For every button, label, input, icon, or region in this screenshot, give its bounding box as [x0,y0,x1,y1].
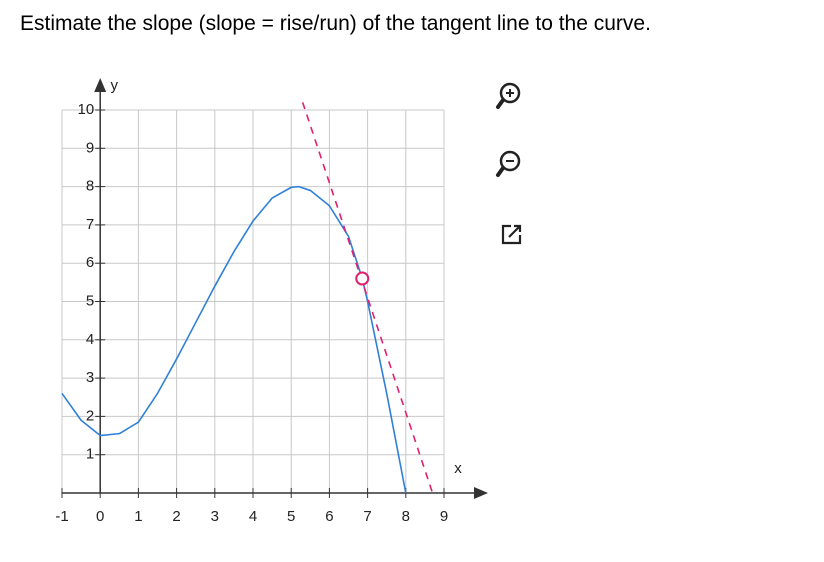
x-tick-label: 7 [363,508,371,525]
zoom-in[interactable] [494,78,530,114]
y-tick-label: 1 [86,446,94,463]
y-tick-label: 3 [86,369,94,386]
x-tick-label: 9 [440,508,448,525]
curve [61,185,407,494]
x-axis-label: x [454,460,462,477]
x-tick-label: 0 [96,508,104,525]
tangent-point [355,271,370,286]
y-tick-label: 8 [86,178,94,195]
x-tick-label: 1 [134,508,142,525]
y-tick-label: 7 [86,216,94,233]
y-tick-label: 6 [86,254,94,271]
y-axis-arrow [94,78,107,92]
x-tick-label: -1 [55,508,68,525]
zoom-out[interactable] [494,146,530,182]
open-external[interactable] [494,216,530,252]
question: Estimate the slope (slope = rise/run) of… [20,12,651,35]
x-tick-label: 2 [172,508,180,525]
curve [301,102,434,494]
y-axis-label: y [110,77,118,94]
y-tick-label: 10 [78,101,95,118]
y-tick-label: 4 [86,331,94,348]
y-tick-label: 9 [86,139,94,156]
x-tick-label: 5 [287,508,295,525]
y-tick-label: 5 [86,292,94,309]
x-axis-arrow [474,487,488,499]
x-tick-label: 6 [325,508,333,525]
x-tick-label: 8 [402,508,410,525]
y-tick-label: 2 [86,407,94,424]
x-tick-label: 3 [211,508,219,525]
x-tick-label: 4 [249,508,257,525]
